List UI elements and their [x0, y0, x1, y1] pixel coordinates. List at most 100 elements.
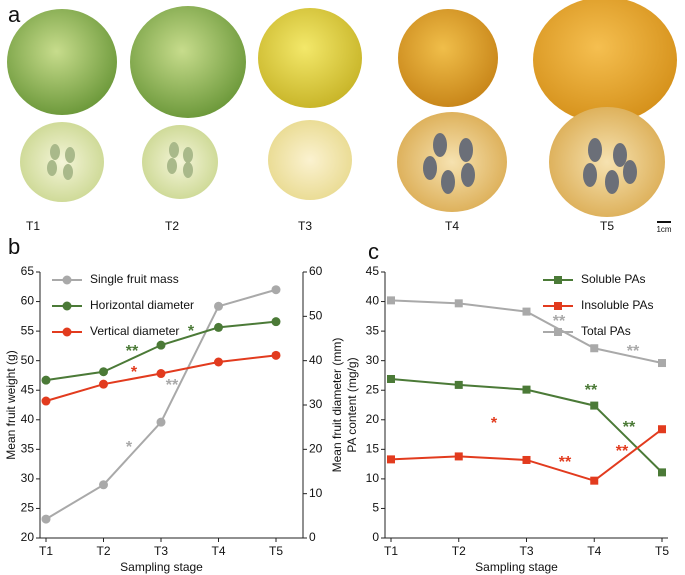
cut-photo — [142, 125, 218, 199]
marker — [214, 357, 223, 367]
y-tick-label: 50 — [21, 353, 35, 367]
scale-label: 1cm — [656, 225, 671, 234]
y-tick-label: 35 — [366, 323, 380, 337]
y-tick-label: 40 — [21, 412, 35, 426]
y2-tick-label: 40 — [309, 353, 323, 367]
annotation: ** — [585, 382, 598, 399]
x-axis-label: Sampling stage — [475, 560, 558, 574]
marker — [454, 380, 463, 389]
marker — [156, 417, 166, 427]
marker — [271, 317, 281, 327]
legend-marker — [554, 328, 562, 336]
marker — [214, 322, 223, 332]
y2-tick-label: 20 — [309, 442, 323, 456]
y-tick-label: 60 — [21, 294, 35, 308]
y2-tick-label: 60 — [309, 264, 323, 278]
y2-tick-label: 0 — [309, 530, 316, 544]
stage-label: T2 — [165, 219, 179, 233]
marker — [99, 367, 108, 377]
marker — [156, 340, 166, 350]
marker — [41, 514, 51, 524]
x-tick-label: T3 — [519, 544, 533, 558]
legend-marker — [62, 275, 72, 285]
marker — [387, 374, 395, 383]
marker — [387, 296, 395, 305]
fruit-photo — [398, 9, 498, 107]
legend-marker — [554, 302, 562, 310]
marker — [271, 350, 281, 360]
annotation: ** — [616, 443, 629, 460]
stage-label: T5 — [600, 219, 614, 233]
fruit-photo — [258, 8, 362, 108]
legend-marker — [554, 276, 562, 284]
marker — [387, 455, 395, 464]
annotation: ** — [166, 377, 179, 394]
fruit-photo — [130, 6, 246, 118]
marker — [590, 344, 599, 353]
photo-panel: a T1 T2 T3 T4 T5 1cm — [7, 0, 677, 234]
marker — [271, 285, 281, 295]
y-tick-label: 55 — [21, 323, 35, 337]
y2-axis-label: Mean fruit diameter (mm) — [330, 338, 344, 473]
stage-label: T1 — [26, 219, 40, 233]
cut-photo — [549, 107, 665, 217]
annotation: ** — [627, 343, 640, 360]
marker — [454, 299, 463, 308]
panel-label: b — [8, 234, 20, 259]
x-tick-label: T4 — [587, 544, 601, 558]
y2-tick-label: 10 — [309, 486, 323, 500]
y-tick-label: 30 — [21, 471, 35, 485]
marker — [658, 468, 666, 477]
x-tick-label: T1 — [384, 544, 398, 558]
y-tick-label: 45 — [21, 382, 35, 396]
y-tick-label: 15 — [366, 442, 380, 456]
annotation: * — [188, 323, 195, 340]
legend-label: Insoluble PAs — [581, 298, 654, 312]
marker — [590, 401, 599, 410]
marker — [658, 359, 666, 368]
annotation: * — [126, 439, 133, 456]
x-tick-label: T3 — [154, 544, 168, 558]
x-tick-label: T2 — [452, 544, 466, 558]
legend-marker — [62, 301, 72, 311]
annotation: * — [131, 364, 138, 381]
y-tick-label: 20 — [21, 530, 35, 544]
annotation: ** — [623, 419, 636, 436]
marker — [590, 476, 599, 485]
stage-label: T3 — [298, 219, 312, 233]
cut-photo — [268, 120, 352, 200]
y-tick-label: 45 — [366, 264, 380, 278]
legend-label: Soluble PAs — [581, 272, 645, 286]
y-tick-label: 65 — [21, 264, 35, 278]
y-axis-label: Mean fruit weight (g) — [4, 350, 18, 459]
cut-photo — [20, 122, 104, 202]
panel-label: c — [368, 239, 379, 264]
x-axis-label: Sampling stage — [120, 560, 203, 574]
legend-label: Single fruit mass — [90, 272, 179, 286]
annotation: ** — [553, 313, 566, 330]
y-tick-label: 5 — [372, 501, 379, 515]
marker — [214, 301, 223, 311]
cut-photo — [397, 112, 507, 212]
y-tick-label: 10 — [366, 471, 380, 485]
y-tick-label: 40 — [366, 294, 380, 308]
legend-label: Vertical diameter — [90, 324, 179, 338]
y-tick-label: 0 — [372, 530, 379, 544]
seeds — [47, 142, 193, 180]
x-tick-label: T2 — [96, 544, 110, 558]
y-tick-label: 30 — [366, 353, 380, 367]
fruit-photo — [7, 9, 117, 115]
marker — [522, 455, 531, 464]
y2-tick-label: 30 — [309, 397, 323, 411]
y-tick-label: 35 — [21, 442, 35, 456]
stage-label: T4 — [445, 219, 459, 233]
marker — [454, 452, 463, 461]
fruit-photo — [533, 0, 677, 123]
y-tick-label: 25 — [366, 382, 380, 396]
annotation: ** — [559, 454, 572, 471]
y-tick-label: 20 — [366, 412, 380, 426]
marker — [41, 375, 51, 385]
marker — [41, 396, 51, 406]
